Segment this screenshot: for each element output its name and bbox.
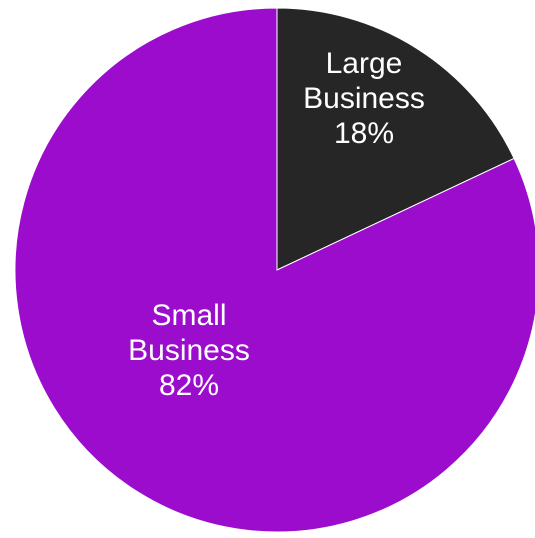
slice-name-label: Large [326,47,403,80]
slice-label-large-business: Large Business 18% [303,47,425,150]
pie-slice-small-business [14,7,535,533]
pie-slice-large-business [276,7,515,271]
slice-name-label: Business [303,82,425,115]
slice-name-label: Small [151,299,226,332]
slice-name-label: Business [128,334,250,367]
slice-percent-label: 82% [159,369,219,402]
slice-labels: Large Business 18%Small Business 82% [128,47,425,402]
pie-slices [14,7,535,533]
slice-percent-label: 18% [334,117,394,150]
slice-label-small-business: Small Business 82% [128,299,250,402]
